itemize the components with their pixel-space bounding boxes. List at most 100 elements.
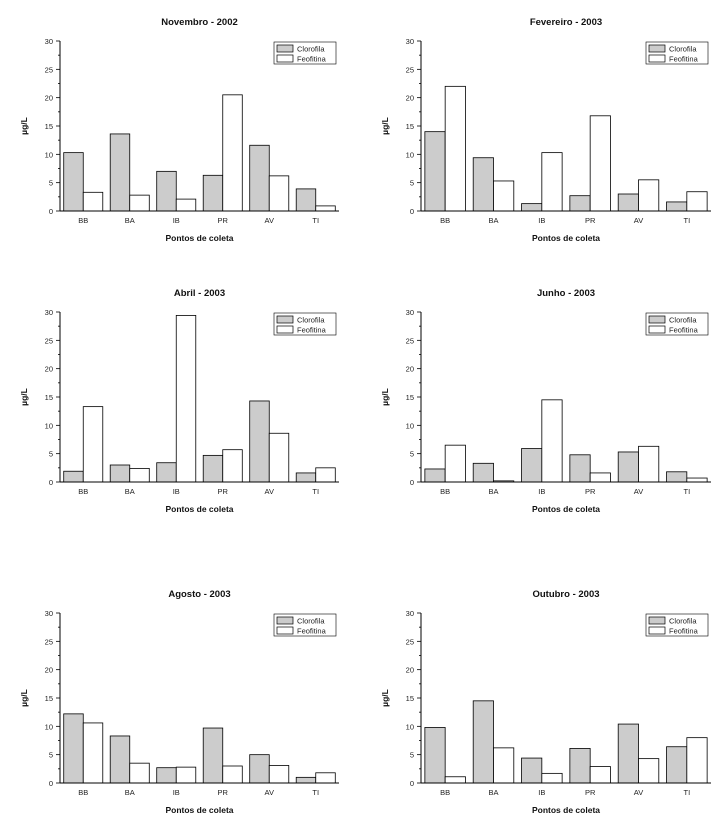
chart-panel-4: Junho - 2003 µg/L Pontos de coleta BB BA IB PR…	[380, 288, 711, 514]
bar-feofitina-pr	[589, 472, 611, 483]
x-tick-label: BB	[440, 788, 450, 797]
x-tick-label: TI	[312, 216, 319, 225]
bar-feofitina-ba	[129, 467, 150, 483]
y-tick-label: 30	[45, 609, 53, 618]
bar-clorofila-av	[249, 144, 270, 212]
bar-clorofila-ib	[521, 203, 543, 212]
legend-label-clorofila: Clorofila	[669, 45, 697, 54]
bar-clorofila-ba	[109, 133, 131, 212]
x-tick-label: BB	[440, 216, 450, 225]
bar-clorofila-ib	[156, 462, 177, 483]
x-tick-label: TI	[683, 788, 690, 797]
bar-clorofila-bb	[63, 152, 84, 212]
bar-clorofila-ib	[156, 170, 177, 212]
legend-swatch-clorofila	[648, 616, 666, 625]
x-tick-label: TI	[312, 788, 319, 797]
y-tick-label: 15	[406, 694, 414, 703]
legend-swatch-feofitina	[648, 626, 666, 635]
x-tick-label: AV	[265, 788, 274, 797]
y-tick-label: 30	[406, 609, 414, 618]
bar-feofitina-ib	[175, 198, 197, 212]
chart-panel-1: Novembro - 2002 µg/L Pontos de coleta BB BA I…	[19, 17, 339, 243]
x-tick-label: BA	[488, 216, 498, 225]
y-tick-label: 5	[410, 450, 414, 459]
bar-feofitina-av	[638, 758, 660, 784]
legend-label-clorofila: Clorofila	[669, 617, 697, 626]
legend-label-feofitina: Feofitina	[669, 326, 699, 335]
bar-feofitina-pr	[222, 94, 243, 212]
y-tick-label: 0	[410, 779, 414, 788]
x-tick-label: PR	[218, 788, 229, 797]
y-axis-label: µg/L	[380, 689, 390, 707]
x-tick-label: BB	[78, 216, 88, 225]
x-tick-label: AV	[634, 788, 643, 797]
bar-feofitina-pr	[589, 115, 611, 212]
bar-clorofila-av	[249, 754, 270, 784]
bar-feofitina-bb	[82, 406, 104, 483]
bar-clorofila-ba	[472, 700, 494, 784]
x-axis-label: Pontos de coleta	[165, 233, 233, 243]
bar-feofitina-bb	[82, 191, 104, 212]
bar-feofitina-ti	[686, 191, 708, 212]
bar-feofitina-ib	[175, 766, 197, 784]
legend-swatch-feofitina	[276, 325, 294, 334]
bar-clorofila-av	[617, 723, 639, 784]
x-tick-label: BA	[488, 788, 498, 797]
x-tick-label: BA	[125, 487, 135, 496]
y-tick-label: 15	[45, 122, 53, 131]
bar-feofitina-av	[638, 179, 660, 212]
y-tick-label: 30	[45, 37, 53, 46]
bar-clorofila-ti	[666, 471, 688, 483]
bar-feofitina-ba	[493, 747, 515, 784]
x-tick-label: TI	[683, 487, 690, 496]
y-tick-label: 20	[45, 365, 53, 374]
x-tick-label: BB	[78, 788, 88, 797]
bar-feofitina-av	[268, 175, 290, 212]
x-tick-label: IB	[538, 788, 545, 797]
x-axis-label: Pontos de coleta	[532, 805, 600, 815]
x-tick-label: AV	[634, 487, 643, 496]
legend-swatch-feofitina	[648, 325, 666, 334]
y-tick-label: 20	[45, 94, 53, 103]
x-tick-label: IB	[538, 487, 545, 496]
x-tick-label: IB	[538, 216, 545, 225]
y-tick-label: 25	[406, 336, 414, 345]
bar-feofitina-ba	[129, 762, 150, 784]
x-tick-label: BA	[488, 487, 498, 496]
y-axis-label: µg/L	[19, 117, 29, 135]
bar-clorofila-pr	[569, 195, 591, 212]
bar-clorofila-av	[617, 451, 639, 483]
bar-feofitina-av	[268, 765, 290, 784]
bar-feofitina-av	[268, 432, 290, 483]
y-tick-label: 10	[406, 722, 414, 731]
bar-clorofila-pr	[569, 454, 591, 483]
y-tick-label: 10	[406, 150, 414, 159]
y-tick-label: 20	[406, 94, 414, 103]
bar-clorofila-bb	[424, 727, 446, 784]
y-tick-label: 10	[45, 421, 53, 430]
bar-feofitina-ti	[315, 772, 336, 784]
legend-label-clorofila: Clorofila	[297, 45, 325, 54]
bar-feofitina-ti	[315, 205, 336, 212]
y-tick-label: 10	[45, 722, 53, 731]
bar-clorofila-ib	[521, 448, 543, 483]
bar-clorofila-bb	[424, 131, 446, 212]
bar-feofitina-ti	[686, 737, 708, 784]
bar-feofitina-ib	[541, 772, 563, 784]
y-tick-label: 30	[406, 308, 414, 317]
y-tick-label: 25	[406, 637, 414, 646]
chart-panel-2: Fevereiro - 2003 µg/L Pontos de coleta BB BA…	[380, 17, 711, 243]
y-tick-label: 15	[406, 122, 414, 131]
bar-clorofila-ti	[666, 201, 688, 212]
x-tick-label: IB	[173, 216, 180, 225]
legend-label-feofitina: Feofitina	[297, 326, 327, 335]
y-axis-label: µg/L	[19, 689, 29, 707]
x-tick-label: PR	[585, 487, 596, 496]
bar-feofitina-pr	[222, 765, 243, 784]
bar-clorofila-bb	[63, 713, 84, 784]
x-tick-label: TI	[312, 487, 319, 496]
